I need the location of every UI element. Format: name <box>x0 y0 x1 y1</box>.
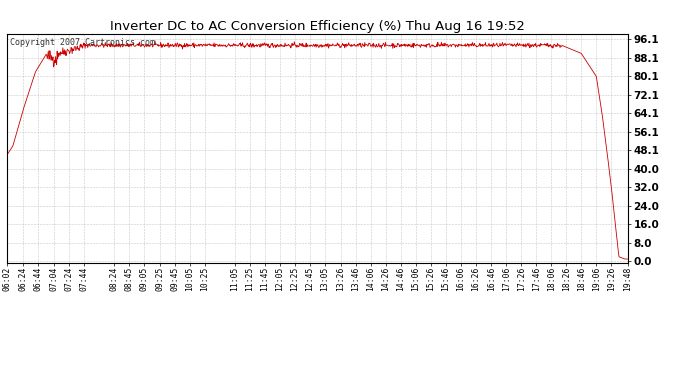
Text: Copyright 2007 Cartronics.com: Copyright 2007 Cartronics.com <box>10 38 155 47</box>
Title: Inverter DC to AC Conversion Efficiency (%) Thu Aug 16 19:52: Inverter DC to AC Conversion Efficiency … <box>110 20 525 33</box>
